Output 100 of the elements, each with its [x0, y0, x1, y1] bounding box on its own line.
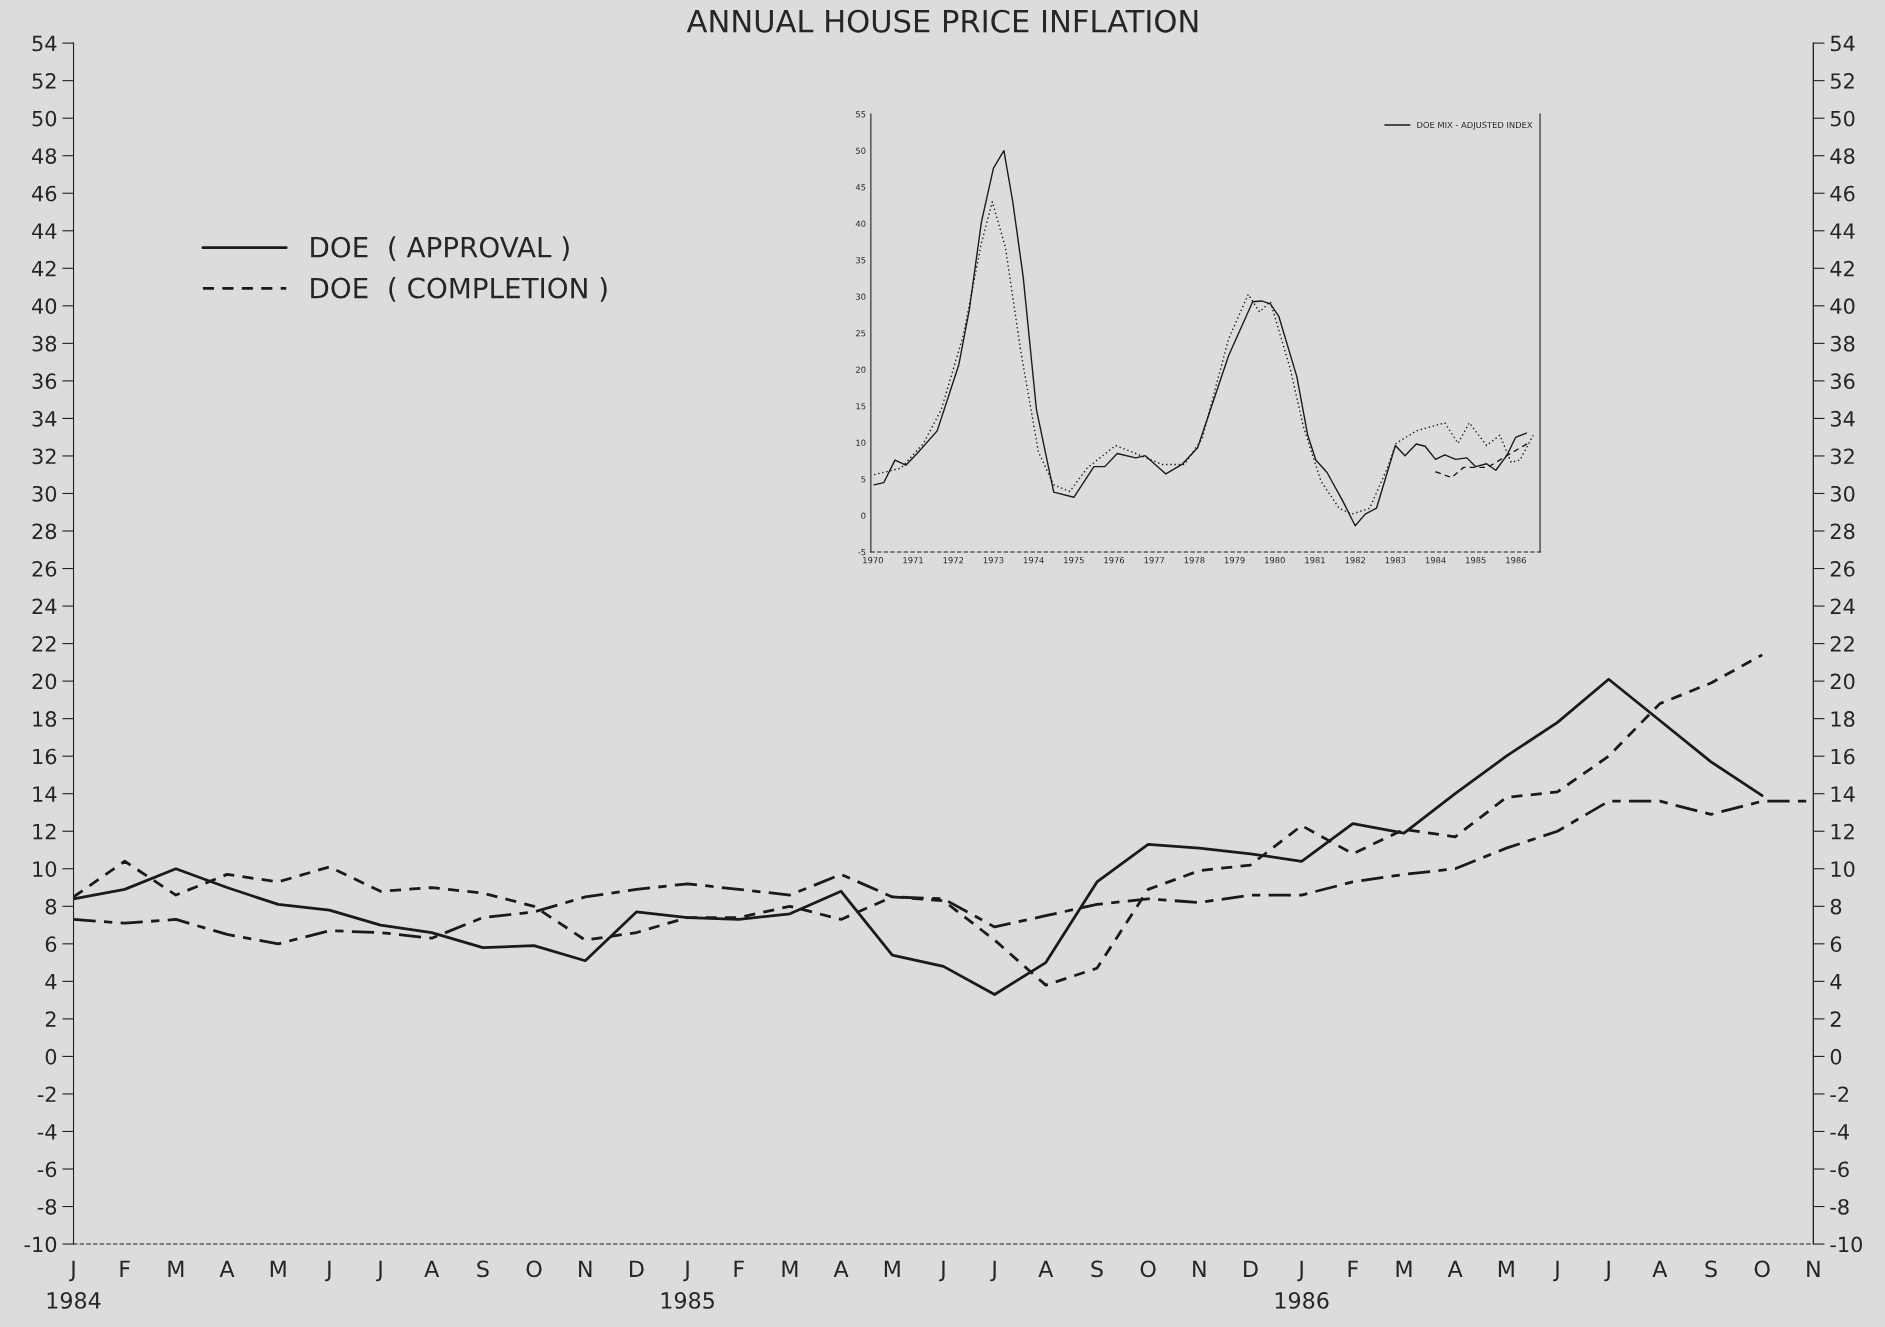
x-tick-label: 1981: [1305, 557, 1325, 564]
y-tick-label: 0: [861, 512, 866, 519]
y-tick-label: 48: [32, 148, 57, 164]
y2-tick-label: 26: [1830, 560, 1855, 577]
y-tick-label: 10: [856, 439, 866, 446]
y-tick-label: 14: [33, 786, 57, 802]
y-tick-label: 6: [45, 936, 57, 953]
y2-tick-label: 10: [1831, 861, 1855, 877]
y-tick-label: -8: [37, 1198, 57, 1215]
y2-tick-label: 36: [1830, 373, 1855, 390]
x-tick-label: S: [1705, 1260, 1717, 1278]
y-tick-label: 38: [32, 335, 57, 352]
x-tick-label: N: [1193, 1260, 1206, 1277]
y2-tick-label: -2: [1830, 1086, 1849, 1102]
legend-label: DOE ( APPROVAL ): [311, 236, 569, 262]
y2-tick-label: -10: [1830, 1236, 1862, 1253]
y-tick-label: 16: [33, 748, 57, 765]
y-tick-label: 10: [33, 861, 57, 877]
y-tick-label: 40: [32, 298, 57, 315]
y2-tick-label: 18: [1831, 711, 1855, 727]
y-tick-label: 24: [32, 598, 57, 614]
y2-tick-label: -8: [1830, 1198, 1849, 1215]
x-tick-label: 1970: [863, 557, 883, 564]
y2-tick-label: 38: [1830, 335, 1855, 352]
x-tick-label: 1976: [1104, 557, 1125, 564]
x-tick-label: A: [1652, 1260, 1668, 1277]
x-tick-label: 1975: [1064, 557, 1084, 564]
y2-tick-label: 52: [1830, 73, 1854, 89]
y-tick-label: 52: [32, 73, 56, 89]
x-tick-label: N: [579, 1260, 592, 1277]
y2-tick-label: 22: [1830, 636, 1854, 652]
x-tick-label: J: [1553, 1260, 1559, 1282]
y2-tick-label: 28: [1830, 523, 1855, 540]
x-tick-label: M: [1396, 1260, 1412, 1277]
x-tick-label: M: [168, 1260, 184, 1277]
y-tick-label: -6: [37, 1161, 57, 1178]
y2-tick-label: 14: [1831, 786, 1855, 802]
y-tick-label: 20: [32, 673, 57, 690]
y-tick-label: 30: [856, 293, 866, 300]
x-tick-label: A: [1038, 1260, 1054, 1277]
y2-tick-label: 42: [1830, 260, 1854, 277]
y2-tick-label: 0: [1830, 1048, 1842, 1065]
x-tick-label: D: [630, 1260, 644, 1277]
y2-tick-label: 40: [1830, 298, 1855, 315]
x-tick-label: J 1984: [47, 1260, 101, 1309]
y2-tick-label: 54: [1830, 35, 1855, 52]
x-tick-label: M: [270, 1260, 286, 1277]
y-tick-label: 2: [45, 1011, 56, 1027]
x-tick-label: 1979: [1224, 557, 1245, 564]
y2-tick-label: 34: [1830, 410, 1855, 427]
x-tick-label: F: [1348, 1260, 1358, 1277]
y-tick-label: 46: [32, 185, 57, 202]
chart-title: ANNUAL HOUSE PRICE INFLATION: [686, 9, 1198, 33]
y-tick-label: 35: [856, 257, 866, 264]
x-tick-label: 1978: [1184, 557, 1205, 564]
y-tick-label: -5: [858, 549, 866, 556]
y2-tick-label: 24: [1830, 598, 1855, 614]
y-tick-label: 40: [855, 220, 866, 227]
x-tick-label: 1974: [1023, 557, 1044, 564]
legend-label: DOE ( COMPLETION ): [311, 277, 607, 302]
x-tick-label: J: [939, 1260, 945, 1282]
y-tick-label: 25: [856, 330, 866, 337]
y-tick-label: 42: [32, 260, 56, 277]
x-tick-label: M: [782, 1260, 798, 1277]
x-tick-label: 1982: [1345, 557, 1365, 564]
y2-tick-label: 44: [1830, 223, 1855, 239]
y-tick-label: 28: [32, 523, 57, 540]
x-tick-label: 1972: [943, 557, 964, 564]
x-tick-label: F: [120, 1260, 130, 1277]
y2-tick-label: 16: [1831, 748, 1855, 765]
x-tick-label: J 1985: [661, 1260, 714, 1309]
y2-tick-label: 8: [1830, 898, 1842, 915]
x-tick-label: 1973: [983, 557, 1004, 564]
x-tick-label: A: [833, 1260, 849, 1277]
y-tick-label: -4: [37, 1124, 57, 1140]
y2-tick-label: 20: [1830, 673, 1855, 690]
y-tick-label: 45: [855, 184, 866, 191]
x-tick-label: J: [324, 1260, 331, 1282]
x-tick-label: J: [376, 1260, 382, 1282]
y-tick-label: 22: [32, 636, 56, 652]
y2-tick-label: 50: [1830, 110, 1855, 127]
y2-tick-label: 46: [1830, 185, 1855, 202]
y-tick-label: 34: [32, 410, 57, 427]
x-tick-label: O: [526, 1260, 542, 1278]
y-tick-label: 32: [32, 448, 56, 465]
legend-label: DOE MIX - ADJUSTED INDEX: [1417, 121, 1533, 130]
y-tick-label: -10: [24, 1236, 57, 1253]
x-tick-label: A: [424, 1260, 440, 1277]
y-tick-label: 30: [32, 485, 57, 502]
x-tick-label: 1971: [903, 557, 923, 564]
y2-tick-label: 2: [1830, 1011, 1841, 1027]
y-tick-label: 12: [33, 823, 56, 840]
y-tick-label: 36: [32, 373, 57, 390]
x-tick-label: F: [734, 1260, 744, 1277]
y2-tick-label: 30: [1830, 485, 1855, 502]
x-tick-label: 1983: [1385, 557, 1406, 564]
y-tick-label: 54: [32, 35, 57, 52]
y-tick-label: -2: [37, 1086, 56, 1102]
x-tick-label: 1984: [1425, 557, 1446, 564]
x-tick-label: A: [1447, 1260, 1463, 1277]
